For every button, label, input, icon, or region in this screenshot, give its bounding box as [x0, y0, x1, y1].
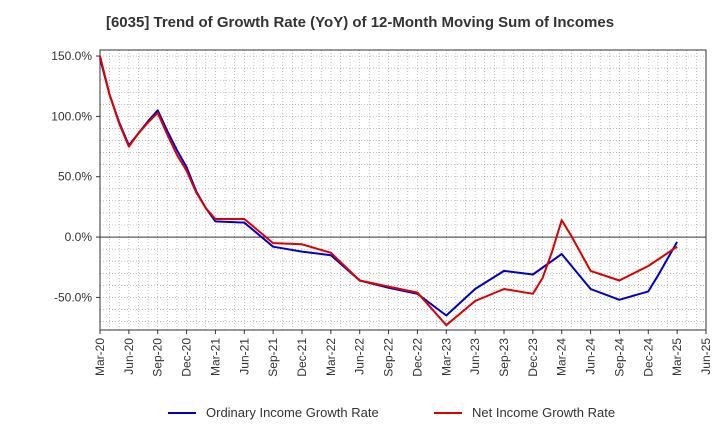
chart-title: [6035] Trend of Growth Rate (YoY) of 12-… [105, 14, 615, 31]
x-tick-label: Mar-21 [208, 338, 222, 376]
x-axis: Mar-20 Jun-20 Sep-20 Dec-20 Mar-21 Jun-21 Sep-… [93, 330, 713, 377]
x-tick-label: Jun-22 [353, 338, 367, 375]
x-tick-label: Jun-23 [468, 338, 482, 375]
legend-swatch-net-income [434, 411, 462, 414]
x-tick-label: Mar-22 [324, 338, 338, 376]
legend-swatch-ordinary-income [168, 411, 196, 414]
gridlines [99, 50, 707, 330]
x-tick-label: Jun-25 [699, 338, 713, 375]
y-tick-label: 0.0% [65, 230, 93, 244]
x-tick-label: Dec-21 [295, 338, 309, 377]
y-axis: 150.0% 100.0% 50.0% 0.0% -50.0% [51, 49, 100, 304]
y-tick-label: 50.0% [58, 170, 92, 184]
x-tick-label: Sep-22 [382, 338, 396, 377]
x-tick-label: Mar-25 [670, 338, 684, 376]
y-tick-label: 150.0% [51, 49, 92, 63]
legend: Ordinary Income Growth Rate Net Income G… [0, 405, 720, 425]
x-tick-label: Mar-20 [93, 338, 107, 376]
legend-item-ordinary-income: Ordinary Income Growth Rate [168, 405, 379, 420]
series-line-net-income [99, 55, 678, 327]
x-tick-label: Mar-24 [555, 338, 569, 376]
legend-item-net-income: Net Income Growth Rate [434, 405, 615, 420]
x-tick-label: Sep-23 [497, 338, 511, 377]
x-tick-label: Sep-20 [151, 338, 165, 377]
x-tick-label: Dec-23 [526, 338, 540, 377]
x-tick-label: Dec-20 [180, 338, 194, 377]
x-tick-label: Jun-20 [122, 338, 136, 375]
x-tick-label: Dec-24 [641, 338, 655, 377]
plot-frame [99, 49, 707, 331]
x-tick-label: Dec-22 [410, 338, 424, 377]
x-tick-label: Sep-21 [266, 338, 280, 377]
y-tick-label: -50.0% [54, 290, 92, 304]
legend-label-net-income: Net Income Growth Rate [472, 405, 616, 420]
y-tick-label: 100.0% [51, 109, 92, 123]
series-line-ordinary-income [99, 58, 678, 317]
series-lines [99, 55, 678, 327]
x-tick-label: Mar-23 [439, 338, 453, 376]
legend-label-ordinary-income: Ordinary Income Growth Rate [206, 405, 379, 420]
x-tick-label: Jun-21 [237, 338, 251, 375]
x-tick-label: Jun-24 [584, 338, 598, 375]
x-tick-label: Sep-24 [612, 338, 626, 377]
